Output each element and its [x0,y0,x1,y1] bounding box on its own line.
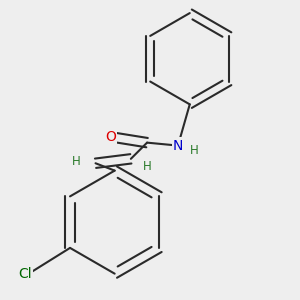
Text: H: H [143,160,152,173]
Text: O: O [105,130,116,144]
Text: H: H [190,144,199,158]
Text: Cl: Cl [18,267,32,281]
Text: N: N [173,139,183,153]
Text: H: H [72,155,81,168]
